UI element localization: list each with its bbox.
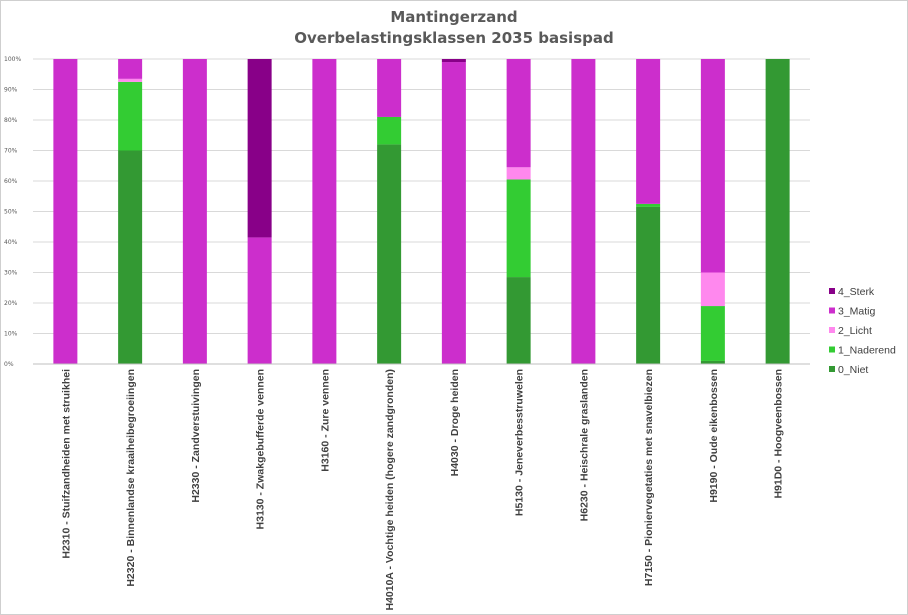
bar-segment [118,150,143,364]
bar-segment [441,59,466,63]
legend-label: 3_Matig [838,306,876,318]
y-tick-label: 100% [4,56,21,63]
bar-segment [312,59,337,364]
y-tick-label: 30% [4,270,18,277]
x-category-label: H91D0 - Hoogveenbossen [773,369,785,499]
bar-segment [636,206,661,364]
legend-swatch [829,307,835,314]
bar-segment [506,277,531,364]
legend-label: 1_Naderend [838,345,896,357]
legend-label: 0_Niet [838,364,868,376]
y-tick-label: 90% [4,87,18,94]
bar-segment [377,144,402,364]
bar-segment [377,59,402,117]
x-category-label: H2330 - Zandverstuivingen [190,369,202,503]
bar-segment [182,59,207,364]
x-category-label: H9190 - Oude eikenbossen [708,369,720,503]
bar-segment [247,237,272,364]
bar-segment [636,203,661,207]
bar-segment [700,360,725,364]
bar-segment [700,272,725,307]
legend-label: 4_Sterk [838,286,875,298]
chart-title: Mantingerzand [390,8,518,26]
bar-segment [118,81,143,151]
y-tick-label: 80% [4,117,18,124]
y-tick-label: 20% [4,300,18,307]
legend-swatch [829,327,835,333]
legend-swatch [829,366,835,372]
bar-segment [506,179,531,278]
legend-label: 2_Licht [838,325,872,337]
x-category-label: H2310 - Stuifzandheiden met struikhei [60,369,72,559]
bar-segment [247,59,272,238]
y-tick-label: 70% [4,148,18,155]
bar-segment [506,167,531,180]
x-category-label: H7150 - Pioniervegetaties met snavelbiez… [643,369,655,586]
bar-segment [765,59,790,364]
bar-segment [118,78,143,82]
legend-swatch [829,346,835,353]
y-tick-label: 0% [4,361,14,368]
bar-segment [700,59,725,273]
bar-segment [700,306,725,361]
y-tick-label: 50% [4,209,18,216]
x-category-label: H6230 - Heischrale graslanden [578,369,590,521]
y-tick-label: 10% [4,331,18,338]
x-category-label: H4010A - Vochtige heiden (hogere zandgro… [384,369,396,611]
legend-swatch [829,288,835,294]
x-category-label: H3130 - Zwakgebufferde vennen [255,369,267,529]
bar-segment [636,59,661,204]
x-category-label: H5130 - Jeneverbesstruwelen [514,369,526,516]
y-tick-label: 60% [4,178,18,185]
y-tick-label: 40% [4,239,18,246]
x-category-label: H2320 - Binnenlandse kraaiheibegroeiinge… [125,369,137,587]
x-category-label: H4030 - Droge heiden [449,369,461,476]
x-category-label: H3160 - Zure vennen [319,369,331,472]
bar-segment [441,62,466,365]
bar-segment [118,59,143,79]
bar-segment [377,116,402,145]
bar-segment [571,59,596,364]
bar-segment [53,59,78,364]
bar-segment [506,59,531,168]
chart-subtitle: Overbelastingsklassen 2035 basispad [294,29,614,47]
